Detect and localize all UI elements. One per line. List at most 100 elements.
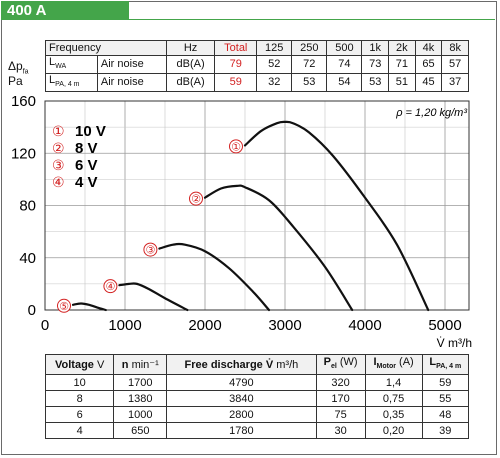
curve-marker-label: ④ xyxy=(105,280,115,293)
perf-header-cell: Free discharge V̇ m³/h xyxy=(166,353,317,376)
perf-cell: 59 xyxy=(421,374,470,392)
curve-marker-circle xyxy=(189,191,203,206)
perf-header-cell: LPA, 4 m xyxy=(421,353,470,376)
perf-table-header: Voltage V n min⁻¹ Free discharge V̇ m³/h… xyxy=(44,353,470,376)
perf-cell: 4790 xyxy=(166,374,317,392)
perf-cell: 3840 xyxy=(166,390,317,408)
model-badge: 400 A xyxy=(1,1,129,20)
perf-cell: 0,20 xyxy=(364,422,423,440)
perf-cell: 30 xyxy=(315,422,366,440)
noise-value-cell: 54 xyxy=(326,73,363,93)
noise-value-cell: 51 xyxy=(388,73,416,93)
perf-table-row: 4 650 1780 30 0,20 39 xyxy=(44,422,470,440)
header-rule xyxy=(129,19,495,20)
noise-value-cell: 53 xyxy=(291,73,328,93)
perf-cell: 170 xyxy=(315,390,366,408)
perf-cell: 1700 xyxy=(113,374,168,392)
x-tick-label: 3000 xyxy=(268,317,301,334)
perf-cell: 1780 xyxy=(166,422,317,440)
legend-marker: ② xyxy=(52,141,65,157)
noise-unit-cell: dB(A) xyxy=(165,54,216,75)
y-tick-label: 0 xyxy=(28,302,36,319)
noise-value-cell: 71 xyxy=(388,54,416,75)
noise-unit-cell: dB(A) xyxy=(165,73,216,93)
curve-marker-label: ① xyxy=(231,140,241,153)
noise-row-label: LWA xyxy=(45,54,98,75)
legend-label: 8 V xyxy=(75,140,98,157)
noise-row-desc: Air noise xyxy=(96,54,167,75)
plot-border xyxy=(44,100,470,311)
fan-curve xyxy=(203,184,354,312)
curve-marker-circle xyxy=(143,242,158,257)
noise-header-cell: 125 xyxy=(256,40,293,56)
x-tick-label: 1000 xyxy=(108,317,141,334)
noise-value-cell: 57 xyxy=(441,54,469,75)
x-tick-label: 2000 xyxy=(188,317,221,334)
x-tick-label: 5000 xyxy=(428,317,461,334)
noise-table: Frequency Hz Total 125 250 500 1k 2k 4k … xyxy=(45,40,469,93)
y-tick-label: 40 xyxy=(19,250,36,267)
noise-row-desc: Air noise xyxy=(96,73,167,93)
noise-table-header: Frequency Hz Total 125 250 500 1k 2k 4k … xyxy=(45,40,469,56)
curve-marker-label: ③ xyxy=(145,244,155,257)
density-note: ρ = 1,20 kg/m³ xyxy=(395,107,467,119)
noise-header-cell: Frequency xyxy=(45,40,167,56)
noise-value-cell: 73 xyxy=(361,54,390,75)
perf-cell: 48 xyxy=(421,406,470,424)
y-axis-label: Δpfa xyxy=(8,59,29,76)
x-axis-label: V̇ m³/h xyxy=(437,336,472,350)
fan-curve xyxy=(118,282,189,312)
perf-cell: 39 xyxy=(421,422,470,440)
perf-cell: 0,75 xyxy=(364,390,423,408)
curve-marker-circle xyxy=(229,139,243,154)
performance-table: Voltage V n min⁻¹ Free discharge V̇ m³/h… xyxy=(44,353,470,440)
perf-table-row: 6 1000 2800 75 0,35 48 xyxy=(44,406,470,424)
noise-total-cell: 79 xyxy=(214,54,258,75)
y-tick-label: 120 xyxy=(11,145,36,162)
legend-marker: ① xyxy=(52,124,65,140)
y-tick-label: 80 xyxy=(19,198,36,215)
curve-marker-circle xyxy=(57,298,71,313)
perf-cell: 55 xyxy=(421,390,470,408)
perf-cell: 1,4 xyxy=(364,374,423,392)
perf-cell: 8 xyxy=(44,390,115,408)
noise-table-row: LWA Air noise dB(A) 79 52 72 74 73 71 65… xyxy=(45,54,469,75)
perf-cell: 4 xyxy=(44,422,115,440)
noise-header-cell: 250 xyxy=(291,40,328,56)
curve-marker-label: ⑤ xyxy=(59,300,69,313)
y-axis-unit: Pa xyxy=(8,74,23,88)
noise-header-cell: 500 xyxy=(326,40,363,56)
noise-value-cell: 72 xyxy=(291,54,328,75)
x-tick-label: 4000 xyxy=(348,317,381,334)
perf-header-cell: Pel (W) xyxy=(315,353,366,376)
perf-header-cell: n min⁻¹ xyxy=(113,353,168,376)
perf-cell: 320 xyxy=(315,374,366,392)
y-tick-label: 160 xyxy=(11,93,36,110)
curve-marker-label: ② xyxy=(191,193,201,206)
noise-value-cell: 74 xyxy=(326,54,363,75)
noise-value-cell: 45 xyxy=(414,73,443,93)
perf-cell: 1380 xyxy=(113,390,168,408)
noise-header-cell: 4k xyxy=(414,40,443,56)
perf-table-row: 8 1380 3840 170 0,75 55 xyxy=(44,390,470,408)
noise-table-row: LPA, 4 m Air noise dB(A) 59 32 53 54 53 … xyxy=(45,73,469,93)
perf-cell: 650 xyxy=(113,422,168,440)
noise-value-cell: 37 xyxy=(441,73,469,93)
fan-curve xyxy=(158,242,271,312)
x-tick-label: 0 xyxy=(41,317,49,334)
fan-curve xyxy=(71,302,107,312)
perf-cell: 0,35 xyxy=(364,406,423,424)
legend-label: 10 V xyxy=(75,123,106,140)
noise-header-cell: 1k xyxy=(361,40,390,56)
legend-label: 4 V xyxy=(75,174,98,191)
perf-header-cell: IMotor (A) xyxy=(364,353,423,376)
perf-cell: 2800 xyxy=(166,406,317,424)
perf-cell: 75 xyxy=(315,406,366,424)
perf-cell: 6 xyxy=(44,406,115,424)
noise-value-cell: 52 xyxy=(256,54,293,75)
curve-marker-circle xyxy=(103,279,118,294)
legend-marker: ④ xyxy=(52,175,65,191)
perf-cell: 10 xyxy=(44,374,115,392)
